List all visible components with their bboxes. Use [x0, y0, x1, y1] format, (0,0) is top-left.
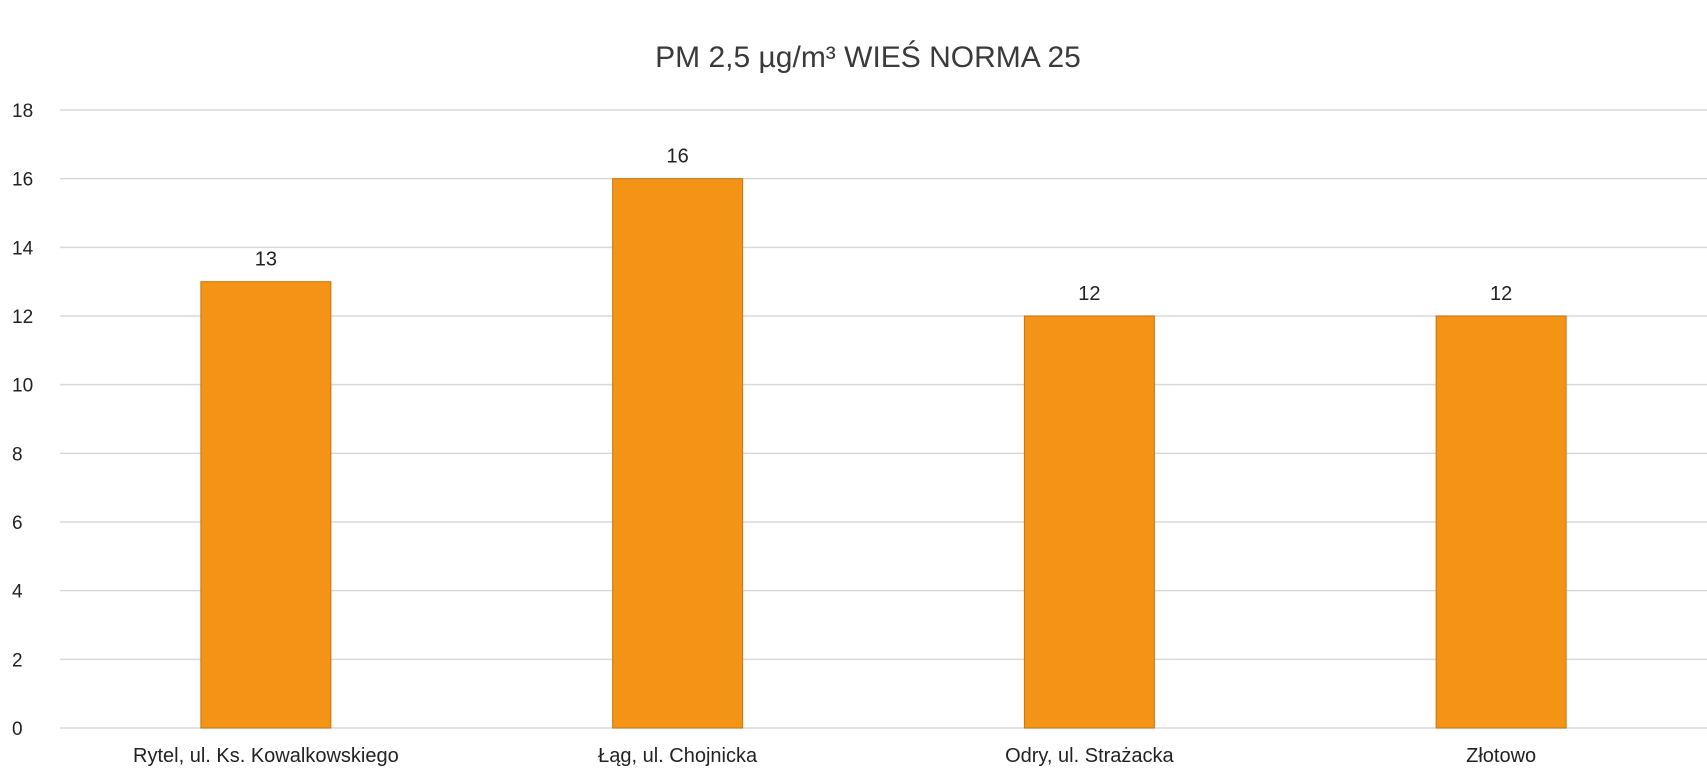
category-labels: Rytel, ul. Ks. Kowalkowskiego Łąg, ul. Ch…: [133, 745, 1536, 767]
data-label: 16: [667, 146, 689, 168]
y-tick-label: 2: [12, 650, 23, 671]
y-axis-ticks: 0 2 4 6 8 10 12 14 16 18: [12, 101, 34, 740]
chart-title: PM 2,5 µg/m³ WIEŚ NORMA 25: [655, 40, 1081, 74]
category-label: Łąg, ul. Chojnicka: [598, 745, 758, 767]
y-tick-label: 8: [12, 444, 23, 465]
data-label: 12: [1078, 283, 1100, 305]
y-tick-label: 6: [12, 513, 23, 534]
y-tick-label: 4: [12, 582, 23, 603]
bar: [200, 281, 332, 729]
y-tick-label: 0: [12, 719, 23, 740]
bar: [612, 178, 744, 729]
category-label: Rytel, ul. Ks. Kowalkowskiego: [133, 745, 399, 767]
data-labels: 13 16 12 12: [255, 146, 1513, 305]
y-tick-label: 18: [12, 101, 33, 122]
category-label: Złotowo: [1466, 745, 1536, 767]
bars: [200, 178, 1567, 729]
gridlines: [60, 109, 1707, 729]
data-label: 12: [1490, 283, 1512, 305]
data-label: 13: [255, 249, 277, 271]
y-tick-label: 10: [12, 376, 33, 397]
y-tick-label: 12: [12, 307, 33, 328]
y-tick-label: 16: [12, 170, 33, 191]
y-tick-label: 14: [12, 238, 34, 259]
category-label: Odry, ul. Strażacka: [1005, 745, 1174, 767]
bar: [1023, 315, 1155, 729]
bar: [1435, 315, 1567, 729]
